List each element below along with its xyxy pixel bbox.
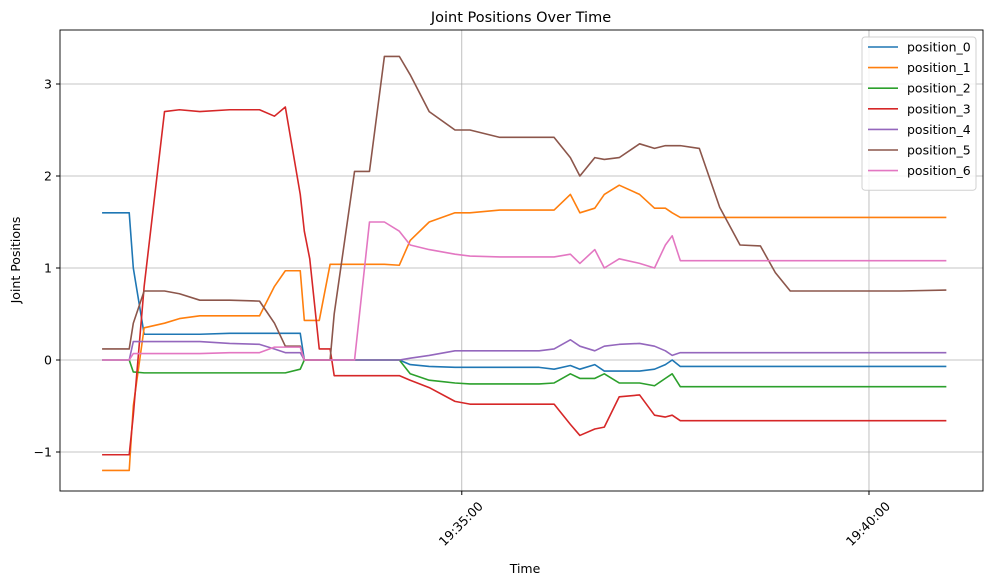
y-tick-label: 2 xyxy=(44,169,52,184)
legend-label: position_5 xyxy=(907,143,971,158)
data-line xyxy=(102,338,947,361)
y-tick-label: −1 xyxy=(34,444,52,459)
y-axis-label: Joint Positions xyxy=(8,217,23,305)
x-axis-label: Time xyxy=(509,561,541,576)
data-line xyxy=(102,106,947,456)
legend: position_0 position_1 position_2 position_3… xyxy=(861,36,977,191)
y-tick-label: 0 xyxy=(44,352,52,367)
legend-label: position_1 xyxy=(907,60,971,75)
chart-title: Joint Positions Over Time xyxy=(430,10,611,26)
data-line xyxy=(102,359,947,388)
y-tick-label: 1 xyxy=(44,260,52,275)
y-tick-label: 3 xyxy=(44,77,52,92)
legend-label: position_6 xyxy=(907,163,971,178)
legend-label: position_0 xyxy=(907,40,971,55)
legend-label: position_2 xyxy=(907,81,971,96)
legend-label: position_4 xyxy=(907,122,971,137)
plot-frame xyxy=(59,29,984,492)
legend-box xyxy=(861,36,977,191)
data-line xyxy=(102,184,947,472)
data-line xyxy=(102,212,947,372)
data-line xyxy=(102,55,947,361)
data-line xyxy=(102,221,947,361)
legend-label: position_3 xyxy=(907,101,971,116)
